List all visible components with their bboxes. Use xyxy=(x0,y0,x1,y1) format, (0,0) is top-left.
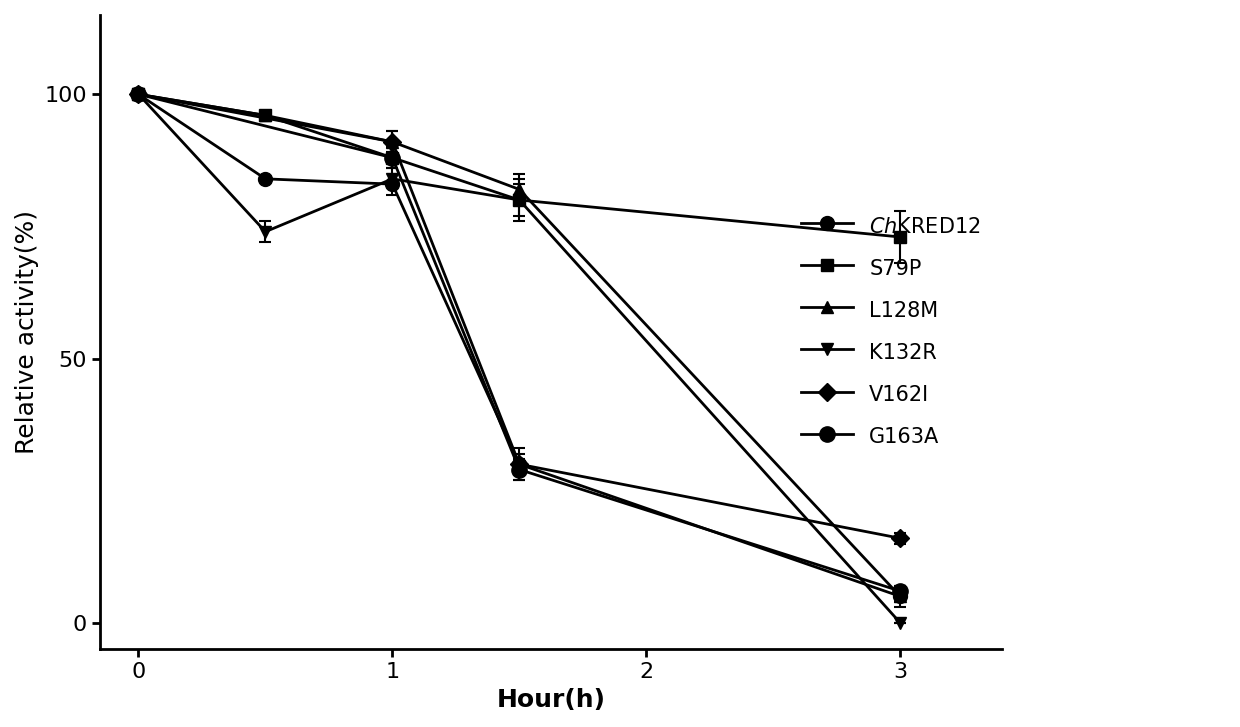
X-axis label: Hour(h): Hour(h) xyxy=(496,688,605,712)
Legend: $\it{Ch}$KRED12, S79P, L128M, K132R, V162I, G163A: $\it{Ch}$KRED12, S79P, L128M, K132R, V16… xyxy=(790,203,992,459)
Y-axis label: Relative activity(%): Relative activity(%) xyxy=(15,210,38,454)
